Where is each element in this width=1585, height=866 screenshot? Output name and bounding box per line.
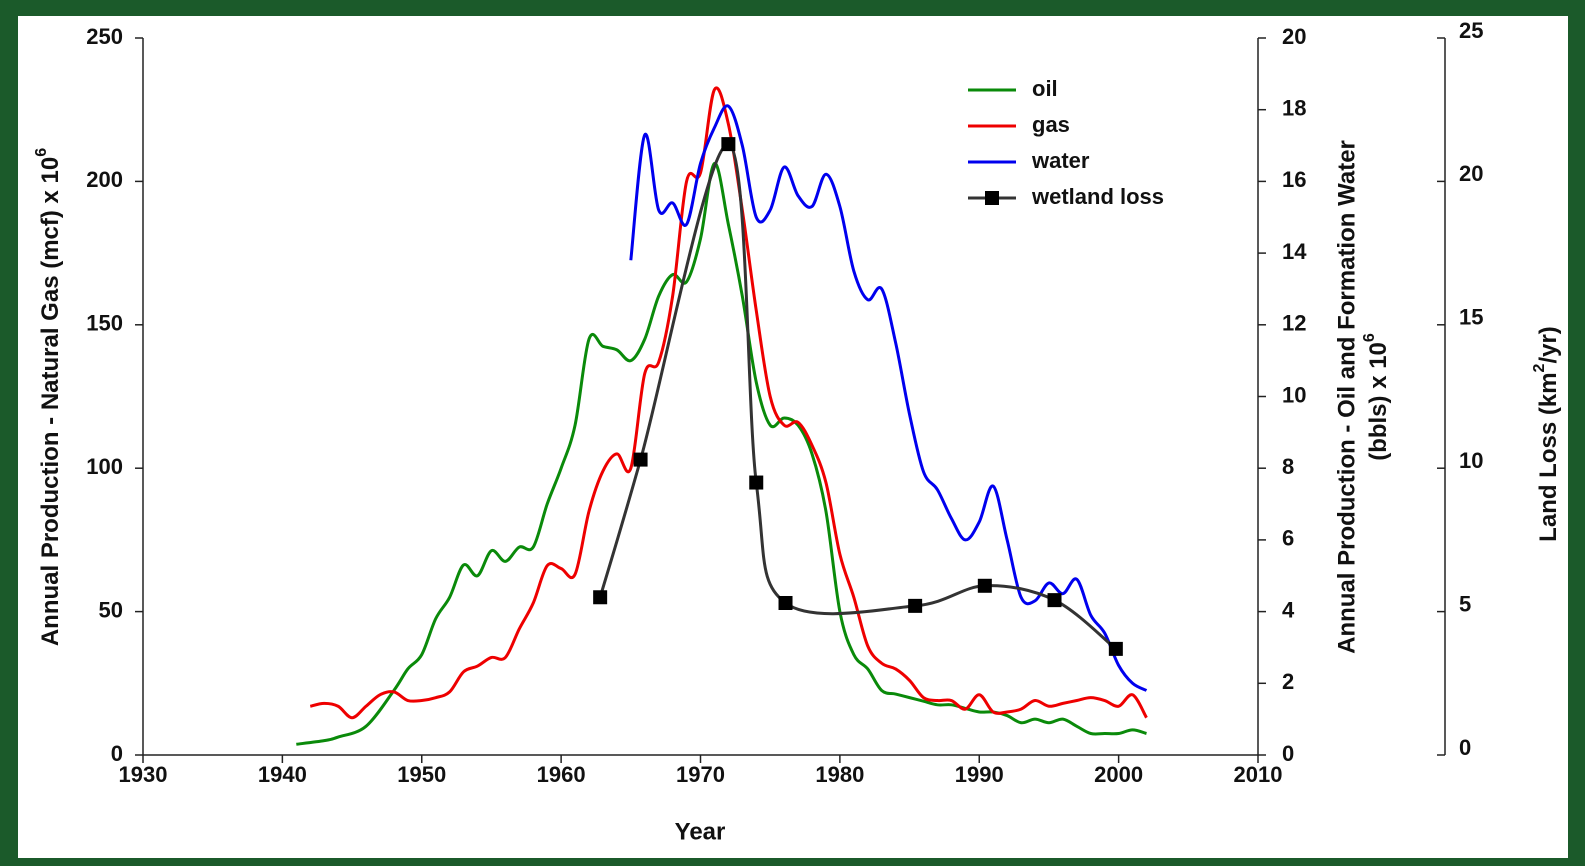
y2-tick-label: 14	[1282, 239, 1307, 264]
y-label-sup: 6	[33, 148, 50, 157]
legend-label: gas	[1032, 112, 1070, 137]
x-tick-label: 1940	[258, 762, 307, 787]
y2-label-text: (bbls) x 10	[1365, 342, 1392, 461]
y3-label-sup: 2	[1531, 363, 1548, 372]
x-tick-label: 1950	[397, 762, 446, 787]
y2-tick-label: 20	[1282, 24, 1306, 49]
y-tick-label: 0	[111, 741, 123, 766]
series-line	[629, 104, 1148, 692]
y2-tick-label: 4	[1282, 597, 1295, 622]
y2-tick-label: 6	[1282, 526, 1294, 551]
series-marker	[1108, 641, 1123, 656]
x-axis-label: Year	[675, 818, 726, 845]
series-marker	[977, 578, 992, 593]
y3-label-text-end: /yr)	[1535, 326, 1562, 363]
legend-label: oil	[1032, 76, 1058, 101]
y-label-text: Annual Production - Natural Gas (mcf) x …	[37, 157, 64, 646]
y3-tick-label: 20	[1459, 161, 1483, 186]
y-tick-label: 250	[86, 24, 123, 49]
y3-tick-label: 25	[1459, 18, 1483, 43]
y2-tick-label: 0	[1282, 741, 1294, 766]
legend-label: water	[1031, 148, 1090, 173]
y3-axis-label: Land Loss (km2/yr)	[1531, 326, 1562, 542]
y2-tick-label: 12	[1282, 311, 1306, 336]
series-marker	[908, 598, 923, 613]
series-marker	[593, 590, 608, 605]
series-line	[309, 86, 1148, 720]
plot-background	[18, 16, 1568, 858]
y2-tick-label: 8	[1282, 454, 1294, 479]
x-tick-label: 1930	[119, 762, 168, 787]
series-marker	[633, 452, 648, 467]
x-tick-label: 1970	[676, 762, 725, 787]
y2-tick-label: 16	[1282, 167, 1306, 192]
series-marker	[778, 595, 793, 610]
series-line	[296, 161, 1147, 746]
y3-tick-label: 15	[1459, 305, 1483, 330]
y3-tick-label: 0	[1459, 735, 1471, 760]
series-marker	[721, 137, 736, 152]
series-marker	[749, 475, 764, 490]
y-tick-label: 50	[99, 597, 123, 622]
x-tick-label: 2000	[1094, 762, 1143, 787]
series-line	[598, 142, 1117, 651]
y3-tick-label: 5	[1459, 591, 1471, 616]
x-tick-label: 1990	[955, 762, 1004, 787]
y-tick-label: 100	[86, 454, 123, 479]
x-tick-label: 1980	[815, 762, 864, 787]
y2-tick-label: 10	[1282, 382, 1306, 407]
y2-tick-label: 18	[1282, 96, 1306, 121]
y2-tick-label: 2	[1282, 669, 1294, 694]
legend-label: wetland loss	[1031, 184, 1164, 209]
y2-axis-label-line2: (bbls) x 106	[1361, 333, 1392, 461]
x-tick-label: 1960	[537, 762, 586, 787]
y-axis-label: Annual Production - Natural Gas (mcf) x …	[33, 148, 64, 646]
y-tick-label: 200	[86, 167, 123, 192]
y-tick-label: 150	[86, 311, 123, 336]
y2-label-sup: 6	[1361, 333, 1378, 342]
y3-label-text: Land Loss (km	[1535, 372, 1562, 541]
legend-marker	[985, 191, 999, 205]
x-tick-label: 2010	[1234, 762, 1283, 787]
y3-tick-label: 10	[1459, 448, 1483, 473]
series-marker	[1047, 593, 1062, 608]
y2-axis-label: Annual Production - Oil and Formation Wa…	[1333, 140, 1360, 654]
